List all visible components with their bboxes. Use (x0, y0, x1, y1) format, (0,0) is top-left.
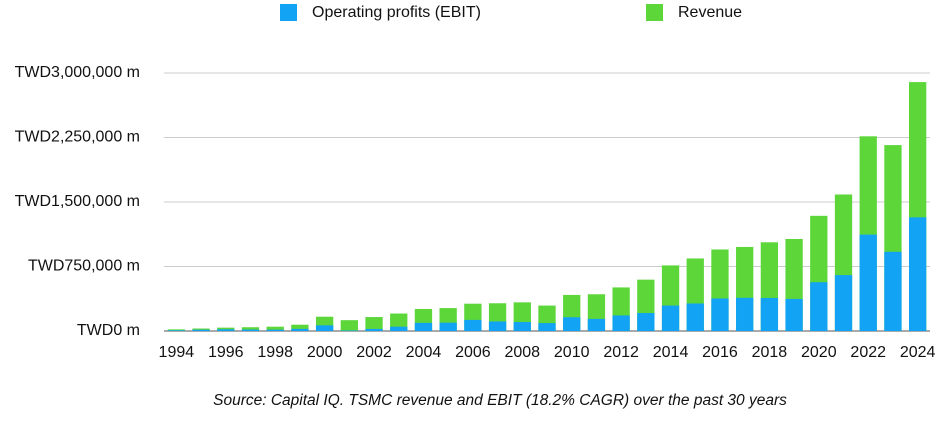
bar (859, 234, 877, 331)
x-tick-label: 2024 (900, 344, 936, 361)
y-tick-label: TWD3,000,000 m (15, 64, 140, 81)
bar (587, 318, 606, 331)
bar (439, 322, 457, 331)
bar (291, 328, 309, 331)
bar (390, 313, 408, 331)
bar (538, 323, 556, 331)
bar (760, 297, 779, 331)
x-tick-label: 2018 (752, 344, 788, 361)
bar (464, 319, 482, 331)
x-tick-label: 2016 (702, 344, 738, 361)
y-tick-label: TWD2,250,000 m (15, 129, 140, 146)
x-tick-label: 2022 (850, 344, 886, 361)
bar (612, 315, 630, 331)
bar (563, 317, 581, 331)
bar (266, 326, 284, 331)
bar (266, 329, 284, 331)
bar (390, 326, 408, 331)
bar (711, 298, 729, 331)
y-tick-label: TWD1,500,000 m (15, 193, 140, 210)
bar (365, 328, 383, 331)
x-tick-label: 2020 (801, 344, 837, 361)
legend-label: Operating profits (EBIT) (312, 4, 481, 21)
x-tick-label: 2000 (307, 344, 343, 361)
x-tick-label: 1996 (208, 344, 244, 361)
bar (365, 317, 383, 331)
bar (908, 217, 927, 331)
bar (785, 298, 803, 331)
x-tick-label: 2010 (554, 344, 590, 361)
bar (340, 330, 358, 331)
bar (241, 329, 260, 331)
legend-swatch (280, 4, 297, 21)
x-tick-label: 1994 (159, 344, 195, 361)
bar (414, 322, 433, 331)
y-tick-label: TWD0 m (77, 322, 140, 339)
x-tick-label: 2008 (504, 344, 540, 361)
x-tick-label: 1998 (257, 344, 293, 361)
caption: Source: Capital IQ. TSMC revenue and EBI… (213, 392, 787, 409)
bar (488, 321, 507, 331)
bar (217, 329, 235, 331)
bar (315, 325, 334, 331)
x-tick-label: 2002 (356, 344, 392, 361)
bar (884, 251, 902, 331)
x-tick-label: 2004 (406, 344, 442, 361)
bar (167, 330, 186, 331)
bar (340, 320, 358, 331)
y-tick-label: TWD750,000 m (28, 258, 140, 275)
bar (637, 313, 655, 331)
bar (167, 329, 186, 331)
bar (192, 329, 210, 331)
x-tick-label: 2006 (455, 344, 491, 361)
bar (810, 282, 828, 331)
bar (513, 322, 531, 331)
bar (686, 303, 704, 331)
x-tick-label: 2012 (603, 344, 639, 361)
bar (736, 297, 754, 331)
legend-swatch (646, 4, 663, 21)
x-tick-label: 2014 (653, 344, 689, 361)
bar (834, 275, 853, 331)
legend-label: Revenue (678, 4, 742, 21)
bar (291, 324, 309, 331)
bar (661, 305, 680, 331)
bar (241, 327, 260, 331)
